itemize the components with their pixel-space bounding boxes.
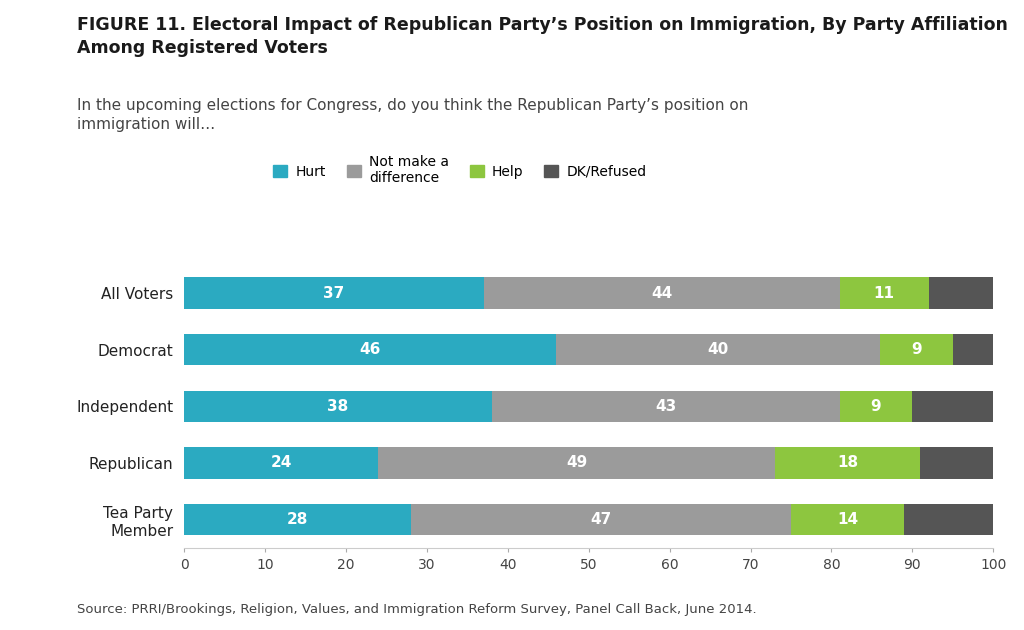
Bar [411,504,791,536]
Bar [379,447,775,479]
Bar [184,504,411,536]
Text: 11: 11 [873,285,895,301]
Bar [880,334,953,365]
Text: 14: 14 [837,512,858,527]
Bar [840,391,912,422]
Text: 43: 43 [655,399,676,414]
Text: 37: 37 [324,285,345,301]
Text: 9: 9 [911,342,922,357]
Bar [791,504,904,536]
Bar [483,277,840,309]
Text: 24: 24 [270,455,292,471]
Bar [840,277,929,309]
Bar [556,334,880,365]
Text: 18: 18 [837,455,858,471]
Text: In the upcoming elections for Congress, do you think the Republican Party’s posi: In the upcoming elections for Congress, … [77,98,749,132]
Text: Source: PRRI/Brookings, Religion, Values, and Immigration Reform Survey, Panel C: Source: PRRI/Brookings, Religion, Values… [77,603,757,616]
Bar [184,277,483,309]
Bar [921,447,993,479]
Text: 9: 9 [870,399,882,414]
Text: 28: 28 [287,512,308,527]
Text: 47: 47 [590,512,611,527]
Bar [184,334,556,365]
Bar [929,277,993,309]
Text: 40: 40 [708,342,729,357]
Text: 49: 49 [566,455,588,471]
Bar [912,391,993,422]
Bar [775,447,921,479]
Bar [953,334,993,365]
Bar [904,504,993,536]
Text: 46: 46 [359,342,381,357]
Legend: Hurt, Not make a
difference, Help, DK/Refused: Hurt, Not make a difference, Help, DK/Re… [273,155,647,185]
Text: FIGURE 11. Electoral Impact of Republican Party’s Position on Immigration, By Pa: FIGURE 11. Electoral Impact of Republica… [77,16,1008,57]
Bar [184,391,492,422]
Text: 38: 38 [328,399,348,414]
Bar [492,391,840,422]
Bar [184,447,379,479]
Text: 44: 44 [651,285,672,301]
